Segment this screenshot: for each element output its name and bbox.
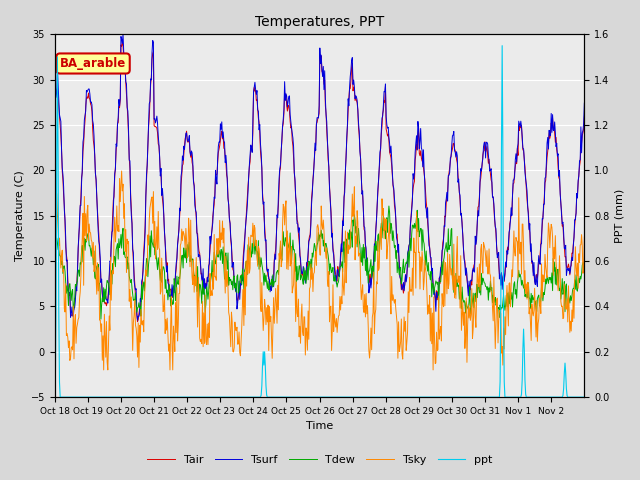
Y-axis label: Temperature (C): Temperature (C) [15,170,25,261]
Title: Temperatures, PPT: Temperatures, PPT [255,15,384,29]
Tsurf [376,165,383,170]
Tsky [118,168,125,174]
ppt [237,394,244,400]
Tsurf [119,31,127,37]
Tair [113,139,121,144]
Tdew [237,273,245,278]
Tsurf [580,100,588,106]
Tair [258,166,266,171]
Tdew [97,316,105,322]
Tsky [376,265,383,271]
Tsky [258,280,266,286]
X-axis label: Time: Time [306,421,333,432]
ppt [374,394,381,400]
Tsurf [258,165,266,170]
ppt [404,394,412,400]
Tsurf [134,317,141,323]
Text: BA_arable: BA_arable [60,57,126,70]
Tsky [405,310,413,315]
ppt [113,394,121,400]
Tsky [114,228,122,234]
Tsurf [51,88,58,94]
Tair [134,319,141,324]
Tsky [212,274,220,279]
Tair [405,243,413,249]
Line: Tdew: Tdew [54,206,584,319]
Line: Tair: Tair [54,42,584,322]
Line: Tsky: Tsky [54,171,584,370]
Tair [238,272,246,277]
ppt [211,394,218,400]
ppt [580,394,588,400]
Line: ppt: ppt [54,46,584,397]
Tair [580,114,588,120]
Tair [376,166,383,172]
Y-axis label: PPT (mm): PPT (mm) [615,189,625,243]
Tdew [257,255,265,261]
Tdew [374,231,382,237]
ppt [51,394,58,400]
Tdew [114,240,122,246]
ppt [257,394,264,400]
Tsky [51,212,58,217]
Tsky [580,234,588,240]
Tsurf [212,168,220,173]
Tsurf [113,144,121,149]
Tsurf [238,273,246,278]
Tsurf [405,243,413,249]
Line: Tsurf: Tsurf [54,34,584,320]
Tsky [238,322,246,328]
Tdew [211,261,219,267]
Legend: Tair, Tsurf, Tdew, Tsky, ppt: Tair, Tsurf, Tdew, Tsky, ppt [143,451,497,469]
Tdew [51,234,58,240]
Tair [212,172,220,178]
Tsky [100,367,108,373]
Tdew [580,262,588,267]
Tair [118,39,126,45]
Tair [51,89,58,95]
ppt [499,43,506,48]
Tdew [385,203,393,209]
Tdew [405,264,413,270]
